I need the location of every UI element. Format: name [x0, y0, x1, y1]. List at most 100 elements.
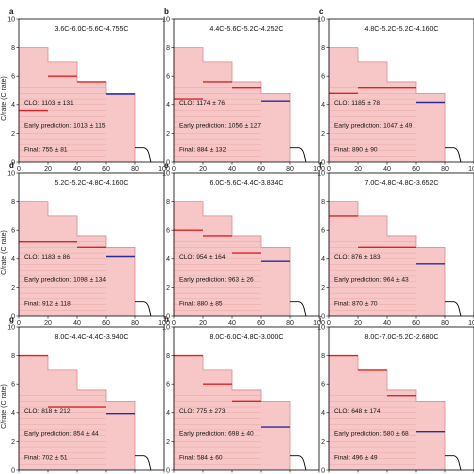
- y-tick-label: 2: [166, 131, 170, 138]
- step-outline: [173, 47, 291, 162]
- x-tick-label: 100: [468, 166, 474, 173]
- y-tick-label: 4: [11, 102, 15, 109]
- y-tick-label: 6: [11, 74, 15, 81]
- step-outline: [18, 201, 136, 316]
- x-tick-label: 100: [313, 320, 325, 327]
- clo-stat: CLO: 818 ± 212: [24, 408, 71, 415]
- x-tick-label: 20: [354, 166, 362, 173]
- y-tick-label: 2: [321, 285, 325, 292]
- early-prediction-stat: Early prediction: 1098 ± 134: [24, 277, 106, 284]
- step-region-4: [416, 93, 445, 162]
- panel-c: 0 20 40 60 80 100 0 2 4 6 8 10c 4.8C-5.2C-5.2C-4.160…: [317, 7, 474, 173]
- step-region-4: [106, 93, 135, 162]
- y-axis-label: C/rate (C rate): [1, 384, 8, 429]
- panel-i: 0 20 40 60 80 100 0 2 4 6 8 10i 8.0C-7.0C-5.2C-2.680…: [317, 315, 474, 474]
- y-tick-label: 4: [11, 410, 15, 417]
- step-region-2: [48, 215, 77, 316]
- final-stat: Final: 870 ± 70: [334, 300, 378, 307]
- x-tick-label: 60: [412, 320, 420, 327]
- y-tick-label: 10: [317, 16, 325, 23]
- policy-title: 8.0C-4.4C-4.4C-3.940C: [55, 334, 129, 341]
- panel-letter: a: [9, 7, 14, 16]
- cv-taper-line: [445, 301, 462, 317]
- plot-frame: [18, 18, 165, 163]
- panel-h: 0204060801000246810h8.0C-6.0C-4.8C-3.000…: [162, 315, 320, 474]
- y-tick-label: 0: [11, 159, 15, 166]
- panel-d: 0 20 40 60 80 1000246810d5.2C-5.2C-4.8C-4.160…: [1, 161, 170, 327]
- panel-g: 0204060801000246810g8.0C-4.4C-4.4C-3.940…: [1, 315, 165, 474]
- y-tick-label: 0: [321, 159, 325, 166]
- y-axis-label: C/rate (C rate): [1, 230, 8, 275]
- y-tick-label: 8: [321, 45, 325, 52]
- x-tick-label: 20: [199, 166, 207, 173]
- y-tick-label: 4: [166, 410, 170, 417]
- step-region-2: [358, 369, 387, 470]
- y-tick-label: 8: [321, 353, 325, 360]
- plot-frame: [173, 326, 320, 471]
- y-tick-label: 2: [321, 439, 325, 446]
- final-stat: Final: 884 ± 132: [179, 146, 227, 153]
- y-axis-label: C/rate (C rate): [1, 76, 8, 121]
- y-tick-label: 4: [166, 256, 170, 263]
- y-tick-label: 0: [166, 159, 170, 166]
- cv-taper-line: [445, 147, 462, 163]
- x-tick-label: 60: [102, 320, 110, 327]
- x-tick-label: 60: [257, 166, 265, 173]
- x-tick-label: 80: [286, 320, 294, 327]
- plot-frame: [18, 326, 165, 471]
- x-tick-label: 60: [412, 166, 420, 173]
- panel-letter: h: [164, 315, 169, 324]
- y-tick-label: 6: [321, 382, 325, 389]
- x-tick-label: 40: [73, 320, 81, 327]
- x-tick-label: 100: [468, 320, 474, 327]
- x-tick-label: 80: [441, 320, 449, 327]
- step-region-2: [203, 369, 232, 470]
- y-tick-label: 10: [162, 16, 170, 23]
- step-region-4: [416, 247, 445, 316]
- y-tick-label: 8: [11, 199, 15, 206]
- final-stat: Final: 880 ± 85: [179, 300, 223, 307]
- early-prediction-stat: Early prediction: 1047 ± 49: [334, 123, 413, 130]
- y-tick-label: 8: [11, 45, 15, 52]
- panel-b: 0 20 40 60 80 1000246810b4.4C-5.6C-5.2C-4.252…: [162, 7, 325, 173]
- panel-letter: g: [9, 315, 14, 324]
- step-region-4: [416, 401, 445, 470]
- y-tick-label: 2: [166, 439, 170, 446]
- y-tick-label: 6: [166, 228, 170, 235]
- y-tick-label: 2: [321, 131, 325, 138]
- final-stat: Final: 912 ± 118: [24, 300, 71, 307]
- y-tick-label: 8: [166, 353, 170, 360]
- clo-stat: CLO: 954 ± 164: [179, 254, 226, 261]
- y-tick-label: 6: [11, 228, 15, 235]
- final-stat: Final: 496 ± 49: [334, 454, 378, 461]
- y-tick-label: 0: [166, 313, 170, 320]
- x-tick-label: 40: [383, 166, 391, 173]
- y-tick-label: 0: [321, 467, 325, 474]
- panel-a: 0 20 40 60 80 1000246810a3.6C-6.0C-5.6C-4.755…: [1, 7, 170, 173]
- y-tick-label: 6: [11, 382, 15, 389]
- y-tick-label: 2: [11, 285, 15, 292]
- y-tick-label: 4: [321, 102, 325, 109]
- y-tick-label: 4: [321, 256, 325, 263]
- cv-taper-line: [135, 301, 152, 317]
- cv-taper-line: [445, 455, 462, 471]
- cv-taper-line: [290, 301, 307, 317]
- step-region-2: [203, 61, 232, 162]
- y-tick-label: 6: [166, 382, 170, 389]
- early-prediction-stat: Early prediction: 964 ± 43: [334, 277, 409, 284]
- early-prediction-stat: Early prediction: 698 ± 40: [179, 431, 254, 438]
- y-tick-label: 8: [11, 353, 15, 360]
- step-region-4: [261, 247, 290, 316]
- step-region-2: [48, 61, 77, 162]
- clo-stat: CLO: 1103 ± 131: [24, 100, 74, 107]
- x-tick-label: 0: [327, 320, 331, 327]
- x-tick-label: 40: [228, 320, 236, 327]
- policy-title: 5.2C-5.2C-4.8C-4.160C: [55, 180, 129, 187]
- y-tick-label: 0: [321, 313, 325, 320]
- y-tick-label: 4: [321, 410, 325, 417]
- step-region-4: [106, 401, 135, 470]
- step-outline: [328, 201, 446, 316]
- y-tick-label: 10: [162, 170, 170, 177]
- plot-frame: [328, 172, 474, 317]
